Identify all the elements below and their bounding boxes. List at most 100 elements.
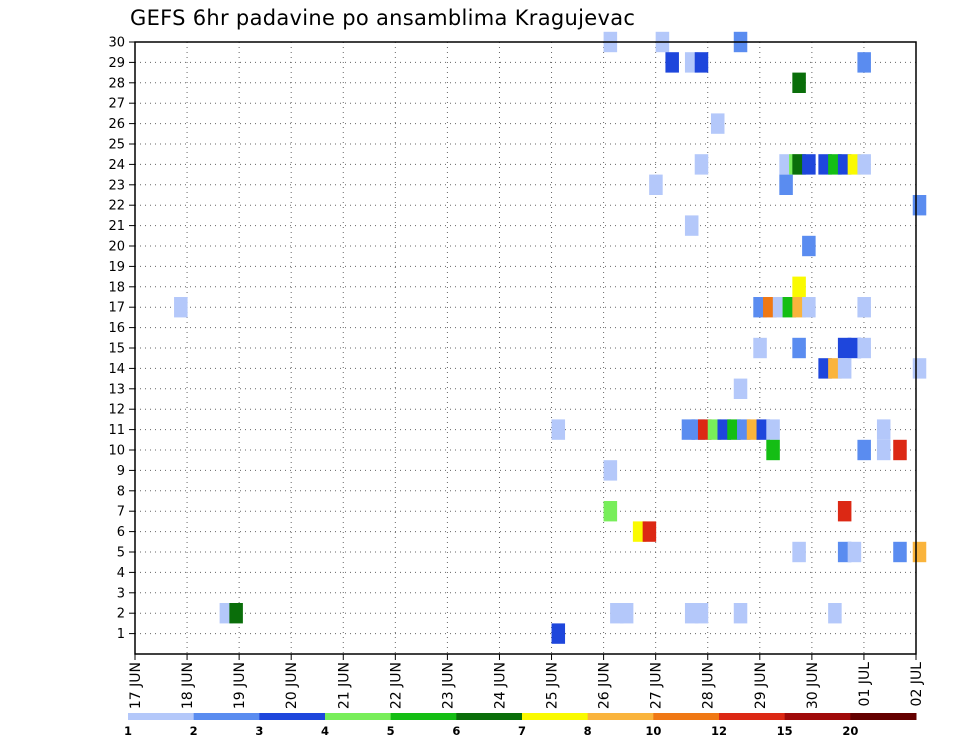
- data-cell: [684, 215, 699, 236]
- x-tick-label: 21 JUN: [336, 662, 352, 709]
- y-tick-label: 4: [117, 566, 125, 581]
- data-cell: [802, 297, 816, 318]
- legend-label: 2: [190, 724, 198, 738]
- data-cell: [893, 439, 907, 461]
- legend-label: 3: [255, 724, 263, 738]
- y-tick-label: 13: [108, 382, 125, 397]
- legend-swatch: [259, 713, 326, 720]
- data-cell: [733, 378, 748, 399]
- data-cells: [174, 31, 927, 644]
- data-cell: [642, 521, 657, 542]
- data-cell: [779, 174, 793, 195]
- data-cell: [857, 337, 871, 359]
- data-cell: [893, 541, 907, 563]
- y-tick-label: 27: [108, 97, 125, 112]
- legend-label: 4: [321, 724, 329, 738]
- y-axis: 1234567891011121314151617181920212223242…: [108, 36, 135, 642]
- data-cell: [828, 603, 842, 624]
- data-cell: [174, 297, 188, 318]
- x-tick-label: 25 JUN: [545, 662, 561, 709]
- legend-swatch: [784, 713, 851, 720]
- y-tick-label: 18: [108, 280, 125, 295]
- data-cell: [551, 623, 566, 644]
- y-tick-label: 22: [108, 199, 125, 214]
- legend-label: 5: [387, 724, 395, 738]
- legend-swatch: [522, 713, 589, 720]
- x-tick-label: 22 JUN: [388, 662, 404, 709]
- data-cell: [603, 460, 618, 481]
- y-tick-label: 24: [108, 158, 125, 173]
- x-tick-label: 02 JUL: [909, 662, 925, 707]
- grid: [134, 41, 917, 654]
- y-tick-label: 23: [108, 178, 125, 193]
- legend-label: 12: [711, 724, 727, 738]
- data-cell: [792, 276, 806, 297]
- legend-label: 20: [842, 724, 858, 738]
- legend-label: 8: [584, 724, 592, 738]
- legend-swatch: [128, 713, 195, 720]
- data-cell: [857, 52, 871, 73]
- y-tick-label: 15: [108, 342, 125, 357]
- x-tick-label: 18 JUN: [180, 662, 196, 709]
- chart-title: GEFS 6hr padavine po ansamblima Kragujev…: [130, 6, 636, 30]
- y-tick-label: 8: [117, 484, 125, 499]
- y-tick-label: 26: [108, 117, 125, 132]
- y-tick-label: 7: [117, 505, 125, 520]
- data-cell: [837, 358, 852, 379]
- data-cell: [802, 235, 816, 257]
- data-cell: [857, 297, 871, 318]
- legend: 1 2 3 4 5 6 7 8 10 12 15 20: [124, 713, 917, 738]
- data-cell: [912, 358, 927, 379]
- y-tick-label: 17: [108, 301, 125, 316]
- data-cell: [912, 195, 927, 216]
- legend-swatch: [850, 713, 917, 720]
- data-cell: [837, 501, 852, 522]
- data-cell: [847, 541, 862, 563]
- x-tick-label: 29 JUN: [753, 662, 769, 709]
- data-cell: [603, 501, 618, 522]
- legend-swatch: [193, 713, 260, 720]
- x-tick-label: 28 JUN: [701, 662, 717, 709]
- y-tick-label: 20: [108, 240, 125, 255]
- x-tick-label: 17 JUN: [128, 662, 144, 709]
- y-tick-label: 5: [117, 546, 125, 561]
- legend-swatch: [719, 713, 786, 720]
- data-cell: [551, 419, 566, 440]
- legend-label: 1: [124, 724, 132, 738]
- data-cell: [694, 603, 709, 624]
- x-tick-label: 19 JUN: [232, 662, 248, 709]
- data-cell: [876, 439, 891, 461]
- y-tick-label: 19: [108, 260, 125, 275]
- y-tick-label: 2: [117, 607, 125, 622]
- data-cell: [649, 174, 663, 195]
- x-tick-label: 20 JUN: [284, 662, 300, 709]
- data-cell: [792, 337, 806, 359]
- legend-swatch: [456, 713, 523, 720]
- legend-label: 6: [452, 724, 460, 738]
- x-axis: 17 JUN 18 JUN 19 JUN 20 JUN 21 JUN 22 JUN 23 J…: [128, 654, 925, 709]
- data-cell: [733, 603, 748, 624]
- data-cell: [802, 154, 816, 175]
- y-tick-label: 29: [108, 56, 125, 71]
- legend-swatch: [653, 713, 720, 720]
- y-tick-label: 16: [108, 321, 125, 336]
- data-cell: [753, 337, 767, 359]
- legend-label: 10: [645, 724, 661, 738]
- data-cell: [766, 419, 780, 440]
- legend-swatch: [325, 713, 392, 720]
- x-tick-label: 24 JUN: [492, 662, 508, 709]
- data-cell: [229, 603, 243, 624]
- y-tick-label: 14: [108, 362, 125, 377]
- legend-swatch: [587, 713, 654, 720]
- x-tick-label: 30 JUN: [805, 662, 821, 709]
- y-tick-label: 6: [117, 525, 125, 540]
- y-tick-label: 1: [117, 627, 125, 642]
- data-cell: [857, 439, 871, 461]
- data-cell: [694, 154, 709, 175]
- y-tick-label: 25: [108, 138, 125, 153]
- data-cell: [876, 419, 891, 440]
- y-tick-label: 10: [108, 444, 125, 459]
- x-tick-label: 27 JUN: [649, 662, 665, 709]
- x-tick-label: 01 JUL: [857, 662, 873, 707]
